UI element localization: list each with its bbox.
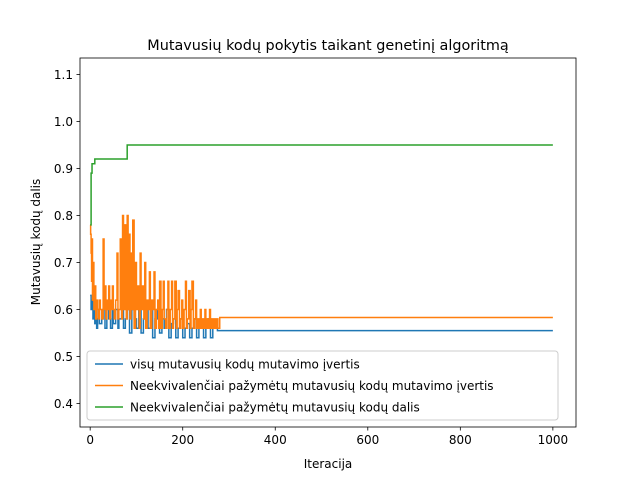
x-tick-label: 600 — [356, 433, 379, 447]
axes-frame — [79, 57, 577, 428]
x-tick-label: 800 — [449, 433, 472, 447]
y-tick-label: 0.6 — [54, 303, 73, 317]
y-tick-label: 0.7 — [54, 256, 73, 270]
legend-label-3: Neekvivalenčiai pažymėtų mutavusių kodų … — [130, 400, 420, 414]
series-line-2 — [89, 214, 553, 330]
y-tick-label: 0.5 — [54, 350, 73, 364]
y-tick-label: 0.9 — [54, 162, 73, 176]
x-tick-label: 200 — [171, 433, 194, 447]
chart-title: Mutavusių kodų pokytis taikant genetinį … — [147, 38, 509, 54]
legend: visų mutavusių kodų mutavimo įvertis Neek… — [86, 350, 559, 421]
series-layer — [89, 144, 553, 339]
series-line-3 — [90, 144, 553, 226]
y-tick-label: 1.1 — [54, 68, 73, 82]
x-tick-label: 1000 — [538, 433, 569, 447]
legend-label-2: Neekvivalenčiai pažymėtų mutavusių kodų … — [130, 379, 494, 393]
x-axis: 0 200 400 600 800 1000 — [86, 427, 568, 447]
y-tick-label: 0.8 — [54, 209, 73, 223]
x-tick-label: 0 — [86, 433, 94, 447]
y-axis: 0.4 0.5 0.6 0.7 0.8 0.9 1.0 1.1 — [54, 68, 80, 411]
x-axis-label: Iteracija — [304, 457, 353, 471]
legend-box — [86, 350, 559, 421]
y-tick-label: 0.4 — [54, 397, 73, 411]
x-tick-label: 400 — [264, 433, 287, 447]
legend-label-1: visų mutavusių kodų mutavimo įvertis — [130, 357, 360, 371]
y-axis-label: Mutavusių kodų dalis — [29, 179, 43, 306]
y-tick-label: 1.0 — [54, 115, 73, 129]
